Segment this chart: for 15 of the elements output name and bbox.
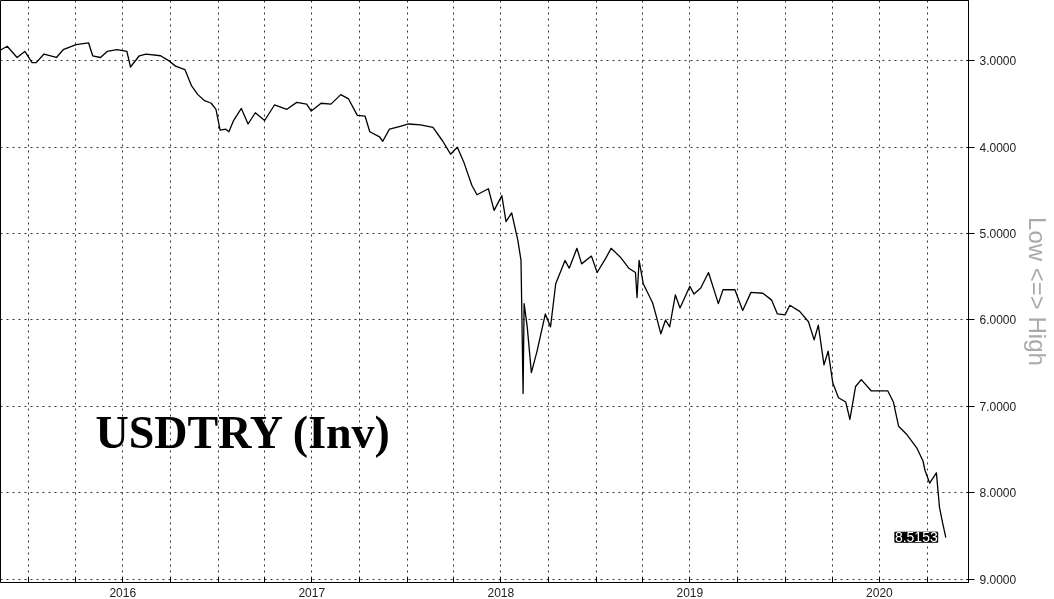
x-tick-label: 2018 bbox=[487, 585, 515, 599]
y-tick-label: 3.0000 bbox=[979, 54, 1017, 69]
annotation: USDTRY (Inv) bbox=[95, 406, 390, 458]
y-tick-label: 5.0000 bbox=[979, 227, 1017, 242]
y-tick-label: 4.0000 bbox=[979, 140, 1017, 155]
y-axis-title: Low <=> High bbox=[1024, 217, 1052, 366]
y-tick-label: 7.0000 bbox=[979, 399, 1017, 414]
x-tick-label: 2017 bbox=[298, 585, 326, 599]
x-tick-label: 2020 bbox=[866, 585, 894, 599]
x-tick-label: 2016 bbox=[109, 585, 137, 599]
annotation: 8.5153 bbox=[894, 529, 938, 546]
y-tick-label: 8.0000 bbox=[979, 486, 1017, 501]
y-tick-label: 9.0000 bbox=[979, 572, 1017, 587]
x-tick-label: 2019 bbox=[676, 585, 704, 599]
y-tick-label: 6.0000 bbox=[979, 313, 1017, 328]
